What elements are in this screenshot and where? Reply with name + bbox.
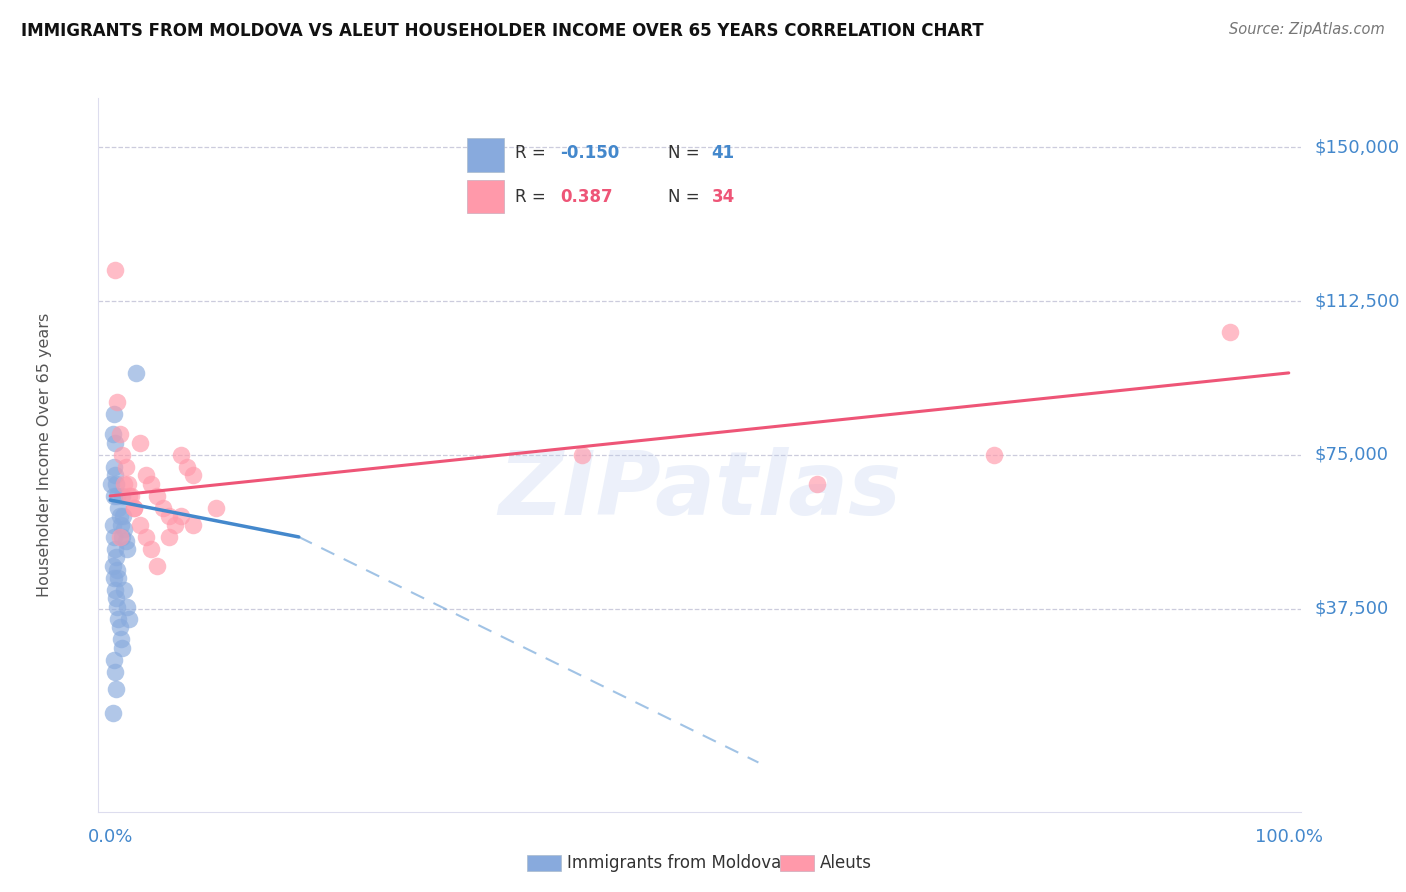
- Point: [118, 612, 141, 626]
- Point: [135, 468, 157, 483]
- Point: [114, 460, 136, 475]
- Point: [103, 571, 125, 585]
- Point: [108, 509, 131, 524]
- Point: [104, 583, 127, 598]
- Point: [125, 366, 148, 380]
- Text: R =: R =: [515, 145, 551, 162]
- Text: ZIPatlas: ZIPatlas: [498, 447, 901, 534]
- Point: [146, 558, 169, 573]
- Point: [105, 591, 128, 606]
- Point: [163, 517, 186, 532]
- Point: [110, 632, 132, 647]
- Point: [122, 501, 145, 516]
- Text: Aleuts: Aleuts: [820, 854, 872, 871]
- Text: $37,500: $37,500: [1315, 599, 1389, 618]
- Point: [128, 517, 150, 532]
- Point: [105, 681, 128, 696]
- Point: [101, 427, 124, 442]
- Point: [141, 476, 163, 491]
- Point: [104, 435, 127, 450]
- Point: [103, 530, 125, 544]
- Point: [103, 653, 125, 667]
- Point: [170, 509, 193, 524]
- Text: N =: N =: [668, 187, 704, 205]
- Point: [110, 517, 132, 532]
- Text: N =: N =: [668, 145, 704, 162]
- Point: [117, 476, 139, 491]
- Point: [101, 706, 124, 721]
- Point: [101, 558, 124, 573]
- Point: [100, 476, 122, 491]
- Point: [103, 489, 125, 503]
- Point: [103, 407, 125, 421]
- Text: 100.0%: 100.0%: [1254, 828, 1323, 847]
- Text: Immigrants from Moldova: Immigrants from Moldova: [567, 854, 780, 871]
- Point: [101, 517, 124, 532]
- Point: [141, 542, 163, 557]
- Point: [983, 448, 1005, 462]
- Point: [806, 476, 828, 491]
- Text: -0.150: -0.150: [560, 145, 619, 162]
- Point: [108, 530, 131, 544]
- FancyBboxPatch shape: [467, 180, 505, 213]
- Text: 34: 34: [711, 187, 735, 205]
- Point: [135, 530, 157, 544]
- Point: [104, 665, 127, 680]
- Text: $150,000: $150,000: [1315, 138, 1399, 156]
- Point: [152, 501, 174, 516]
- Point: [104, 542, 127, 557]
- Point: [157, 530, 180, 544]
- Point: [571, 448, 593, 462]
- Text: 0.0%: 0.0%: [87, 828, 134, 847]
- Point: [1219, 325, 1241, 339]
- Point: [170, 448, 193, 462]
- Point: [105, 489, 128, 503]
- Text: IMMIGRANTS FROM MOLDOVA VS ALEUT HOUSEHOLDER INCOME OVER 65 YEARS CORRELATION CH: IMMIGRANTS FROM MOLDOVA VS ALEUT HOUSEHO…: [21, 22, 984, 40]
- Point: [111, 530, 134, 544]
- Point: [105, 599, 128, 614]
- Point: [105, 476, 128, 491]
- Point: [112, 522, 135, 536]
- Point: [111, 448, 134, 462]
- Point: [107, 612, 129, 626]
- FancyBboxPatch shape: [467, 138, 505, 171]
- Point: [108, 427, 131, 442]
- Point: [146, 489, 169, 503]
- Point: [105, 394, 128, 409]
- Text: Source: ZipAtlas.com: Source: ZipAtlas.com: [1229, 22, 1385, 37]
- Text: $112,500: $112,500: [1315, 292, 1400, 310]
- Point: [112, 583, 135, 598]
- Point: [115, 542, 138, 557]
- Point: [128, 435, 150, 450]
- Point: [112, 509, 135, 524]
- Point: [115, 599, 138, 614]
- Text: Householder Income Over 65 years: Householder Income Over 65 years: [37, 313, 52, 597]
- Point: [181, 517, 204, 532]
- Point: [120, 489, 142, 503]
- Point: [181, 468, 204, 483]
- Text: 0.387: 0.387: [560, 187, 613, 205]
- Point: [111, 489, 134, 503]
- Point: [104, 263, 127, 277]
- Point: [107, 571, 129, 585]
- Text: 41: 41: [711, 145, 734, 162]
- Point: [122, 501, 145, 516]
- Point: [105, 563, 128, 577]
- Point: [157, 509, 180, 524]
- Text: R =: R =: [515, 187, 551, 205]
- Point: [104, 468, 127, 483]
- Point: [107, 501, 129, 516]
- Point: [114, 534, 136, 549]
- Point: [205, 501, 228, 516]
- Point: [103, 460, 125, 475]
- Point: [111, 640, 134, 655]
- Point: [112, 476, 135, 491]
- Point: [118, 489, 141, 503]
- Point: [176, 460, 198, 475]
- Point: [105, 550, 128, 565]
- Text: $75,000: $75,000: [1315, 446, 1389, 464]
- Point: [108, 620, 131, 634]
